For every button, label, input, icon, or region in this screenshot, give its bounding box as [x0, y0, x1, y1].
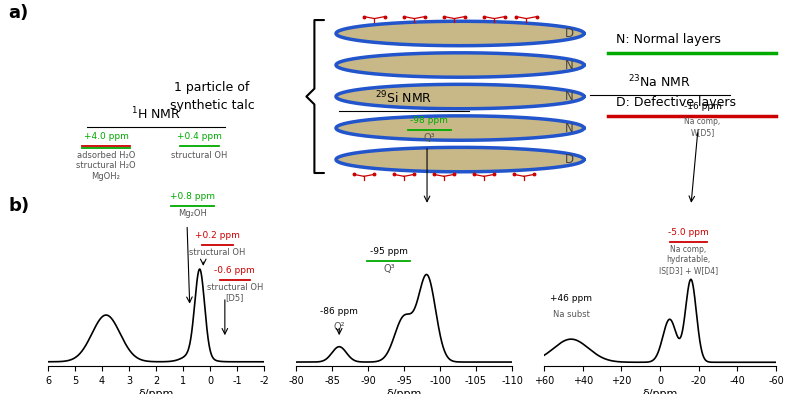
- Text: -16 ppm: -16 ppm: [683, 102, 722, 111]
- Text: +0.8 ppm: +0.8 ppm: [170, 192, 215, 201]
- Text: -95 ppm: -95 ppm: [370, 247, 408, 256]
- Text: N: N: [566, 59, 574, 71]
- Polygon shape: [336, 53, 584, 77]
- Text: +4.0 ppm: +4.0 ppm: [84, 132, 129, 141]
- Text: -86 ppm: -86 ppm: [320, 307, 358, 316]
- Polygon shape: [336, 116, 584, 140]
- Text: $^{29}$Si NMR: $^{29}$Si NMR: [375, 90, 433, 106]
- Text: -5.0 ppm: -5.0 ppm: [668, 228, 709, 237]
- Text: D: D: [565, 153, 574, 166]
- X-axis label: δ/ppm: δ/ppm: [386, 389, 422, 394]
- Text: structural OH: structural OH: [171, 151, 227, 160]
- Text: $^{1}$H NMR: $^{1}$H NMR: [131, 106, 181, 122]
- Text: structural OH
[D5]: structural OH [D5]: [206, 283, 263, 302]
- X-axis label: δ/ppm: δ/ppm: [138, 389, 174, 394]
- Text: D: D: [565, 27, 574, 40]
- Text: +46 ppm: +46 ppm: [550, 294, 592, 303]
- Text: Q³: Q³: [423, 133, 435, 143]
- Polygon shape: [336, 84, 584, 109]
- Text: 1 particle of
synthetic talc: 1 particle of synthetic talc: [170, 81, 254, 112]
- Text: Mg₂OH: Mg₂OH: [178, 209, 207, 218]
- X-axis label: δ/ppm: δ/ppm: [642, 389, 678, 394]
- Text: Na subst: Na subst: [553, 310, 590, 319]
- Text: Na comp,
hydratable,
IS[D3] + W[D4]: Na comp, hydratable, IS[D3] + W[D4]: [658, 245, 718, 275]
- Text: N: Normal layers: N: Normal layers: [616, 33, 721, 46]
- Text: adsorbed H₂O
structural H₂O
MgOH₂: adsorbed H₂O structural H₂O MgOH₂: [76, 151, 136, 181]
- Text: +0.4 ppm: +0.4 ppm: [177, 132, 222, 141]
- Polygon shape: [336, 147, 584, 172]
- Text: D: Defective layers: D: Defective layers: [616, 96, 736, 109]
- Text: N: N: [566, 90, 574, 103]
- Text: +0.2 ppm: +0.2 ppm: [195, 231, 240, 240]
- Text: -0.6 ppm: -0.6 ppm: [214, 266, 255, 275]
- Text: Na comp,
W[D5]: Na comp, W[D5]: [685, 117, 721, 137]
- Polygon shape: [336, 21, 584, 46]
- Text: Q³: Q³: [383, 264, 394, 274]
- Text: b): b): [8, 197, 29, 215]
- Text: a): a): [8, 4, 28, 22]
- Text: structural OH: structural OH: [190, 248, 246, 257]
- Text: -98 ppm: -98 ppm: [410, 116, 448, 125]
- Text: N: N: [566, 122, 574, 134]
- Text: Q²: Q²: [334, 322, 345, 332]
- Text: $^{23}$Na NMR: $^{23}$Na NMR: [629, 74, 691, 91]
